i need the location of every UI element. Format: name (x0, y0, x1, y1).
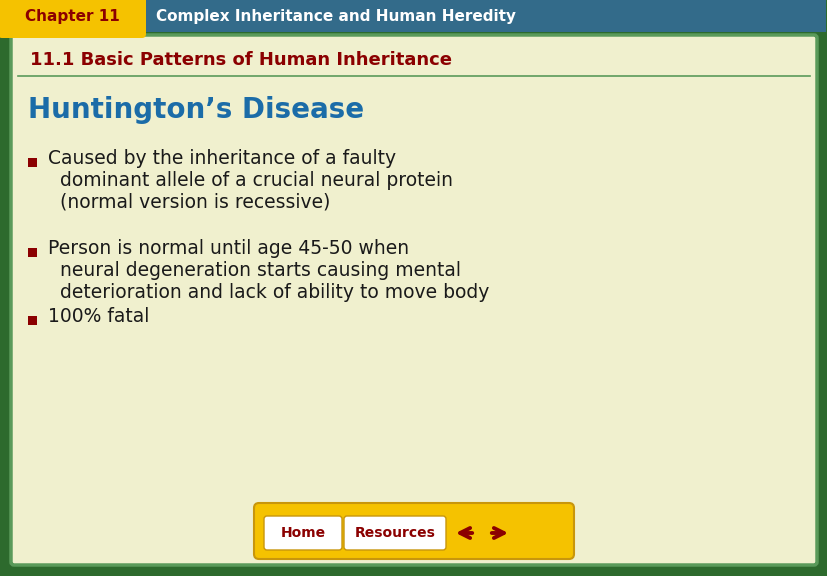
FancyBboxPatch shape (146, 0, 825, 32)
FancyBboxPatch shape (254, 503, 573, 559)
FancyBboxPatch shape (11, 35, 816, 565)
Text: dominant allele of a crucial neural protein: dominant allele of a crucial neural prot… (60, 170, 452, 190)
Text: Caused by the inheritance of a faulty: Caused by the inheritance of a faulty (48, 149, 395, 168)
FancyBboxPatch shape (343, 516, 446, 550)
Text: Chapter 11: Chapter 11 (25, 9, 119, 25)
FancyBboxPatch shape (28, 248, 37, 257)
Text: 11.1 Basic Patterns of Human Inheritance: 11.1 Basic Patterns of Human Inheritance (30, 51, 452, 69)
FancyBboxPatch shape (28, 158, 37, 167)
FancyBboxPatch shape (264, 516, 342, 550)
Text: Huntington’s Disease: Huntington’s Disease (28, 96, 364, 124)
Text: neural degeneration starts causing mental: neural degeneration starts causing menta… (60, 260, 461, 279)
FancyBboxPatch shape (28, 316, 37, 325)
Text: Person is normal until age 45-50 when: Person is normal until age 45-50 when (48, 238, 409, 257)
Text: Complex Inheritance and Human Heredity: Complex Inheritance and Human Heredity (155, 9, 515, 24)
Text: (normal version is recessive): (normal version is recessive) (60, 192, 330, 211)
Text: Resources: Resources (354, 526, 435, 540)
Text: Home: Home (280, 526, 325, 540)
Text: 100% fatal: 100% fatal (48, 306, 149, 325)
FancyBboxPatch shape (0, 0, 146, 38)
Text: deterioration and lack of ability to move body: deterioration and lack of ability to mov… (60, 282, 489, 301)
